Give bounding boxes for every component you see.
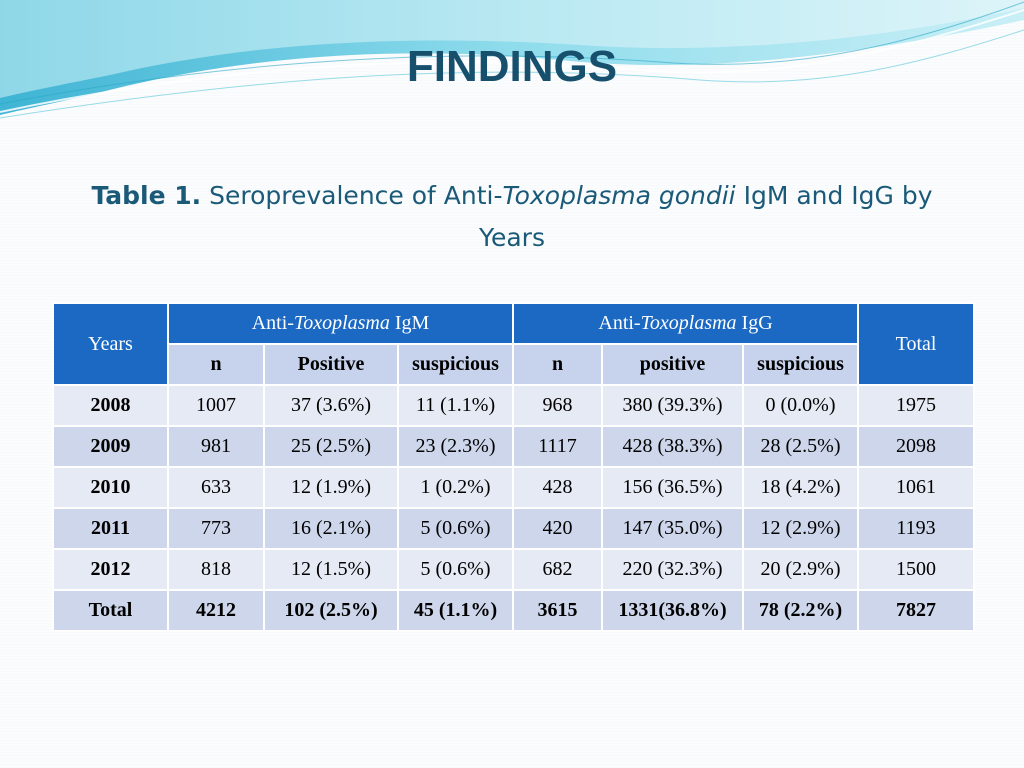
header-igm-group: Anti-Toxoplasma IgM [167, 302, 514, 345]
igm-n-cell: 773 [167, 507, 265, 550]
header-igm-italic: Toxoplasma [293, 312, 390, 334]
total-igg-suspicious: 78 (2.2%) [741, 589, 860, 632]
subheader-igm-positive: Positive [263, 343, 399, 386]
header-wave-decoration [0, 0, 1024, 119]
subheader-igg-positive: positive [601, 343, 744, 386]
igm-n-cell: 1007 [167, 384, 265, 427]
subheader-igg-suspicious: suspicious [741, 343, 860, 386]
header-igg-italic: Toxoplasma [640, 312, 737, 334]
igm-suspicious-cell: 1 (0.2%) [397, 466, 514, 509]
igg-positive-cell: 147 (35.0%) [601, 507, 744, 550]
igm-suspicious-cell: 23 (2.3%) [397, 425, 514, 468]
table-caption: Table 1. Seroprevalence of Anti-Toxoplas… [60, 175, 964, 259]
seroprevalence-table: Years Anti-Toxoplasma IgM Anti-Toxoplasm… [52, 302, 976, 632]
table-row: 2008 1007 37 (3.6%) 11 (1.1%) 968 380 (3… [52, 384, 976, 427]
header-igg-suffix: IgG [736, 312, 773, 334]
header-igm-prefix: Anti- [251, 312, 294, 334]
year-cell: 2008 [52, 384, 169, 427]
igm-n-cell: 981 [167, 425, 265, 468]
total-cell: 2098 [857, 425, 976, 468]
table-row: 2009 981 25 (2.5%) 23 (2.3%) 1117 428 (3… [52, 425, 976, 468]
total-row: Total 4212 102 (2.5%) 45 (1.1%) 3615 133… [52, 589, 976, 632]
igg-n-cell: 682 [512, 548, 603, 591]
slide-title: FINDINGS [406, 42, 618, 91]
subheader-igg-n: n [512, 343, 603, 386]
year-cell: 2010 [52, 466, 169, 509]
header-years: Years [52, 302, 169, 386]
igm-positive-cell: 25 (2.5%) [263, 425, 399, 468]
total-row-label: Total [52, 589, 169, 632]
igm-suspicious-cell: 11 (1.1%) [397, 384, 514, 427]
igm-positive-cell: 16 (2.1%) [263, 507, 399, 550]
igg-n-cell: 1117 [512, 425, 603, 468]
igg-positive-cell: 156 (36.5%) [601, 466, 744, 509]
igg-suspicious-cell: 12 (2.9%) [741, 507, 860, 550]
total-igg-positive: 1331(36.8%) [601, 589, 744, 632]
header-igg-prefix: Anti- [598, 312, 641, 334]
subheader-igm-suspicious: suspicious [397, 343, 514, 386]
igg-suspicious-cell: 0 (0.0%) [741, 384, 860, 427]
igg-n-cell: 420 [512, 507, 603, 550]
total-igm-positive: 102 (2.5%) [263, 589, 399, 632]
header-igg-group: Anti-Toxoplasma IgG [511, 302, 860, 345]
subheader-igm-n: n [167, 343, 265, 386]
total-igm-n: 4212 [167, 589, 265, 632]
igm-n-cell: 633 [167, 466, 265, 509]
header-igm-suffix: IgM [389, 312, 430, 334]
year-cell: 2009 [52, 425, 169, 468]
table-row: 2011 773 16 (2.1%) 5 (0.6%) 420 147 (35.… [52, 507, 976, 550]
total-cell: 1500 [857, 548, 976, 591]
igg-suspicious-cell: 18 (4.2%) [741, 466, 860, 509]
caption-text-after: IgM and IgG by Years [479, 181, 933, 252]
igm-n-cell: 818 [167, 548, 265, 591]
igm-suspicious-cell: 5 (0.6%) [397, 507, 514, 550]
caption-species: Toxoplasma gondii [502, 181, 736, 210]
header-total: Total [857, 302, 976, 386]
igm-positive-cell: 12 (1.9%) [263, 466, 399, 509]
igg-positive-cell: 220 (32.3%) [601, 548, 744, 591]
igg-positive-cell: 428 (38.3%) [601, 425, 744, 468]
igg-positive-cell: 380 (39.3%) [601, 384, 744, 427]
caption-text-before: Seroprevalence of Anti- [201, 181, 503, 210]
total-igg-n: 3615 [512, 589, 603, 632]
igm-suspicious-cell: 5 (0.6%) [397, 548, 514, 591]
igg-n-cell: 428 [512, 466, 603, 509]
grand-total: 7827 [857, 589, 976, 632]
year-cell: 2011 [52, 507, 169, 550]
total-cell: 1061 [857, 466, 976, 509]
year-cell: 2012 [52, 548, 169, 591]
igm-positive-cell: 37 (3.6%) [263, 384, 399, 427]
igm-positive-cell: 12 (1.5%) [263, 548, 399, 591]
table-row: 2012 818 12 (1.5%) 5 (0.6%) 682 220 (32.… [52, 548, 976, 591]
total-cell: 1975 [857, 384, 976, 427]
igg-n-cell: 968 [512, 384, 603, 427]
igg-suspicious-cell: 20 (2.9%) [741, 548, 860, 591]
caption-label: Table 1. [91, 181, 202, 210]
igg-suspicious-cell: 28 (2.5%) [741, 425, 860, 468]
total-cell: 1193 [857, 507, 976, 550]
total-igm-suspicious: 45 (1.1%) [397, 589, 514, 632]
table-row: 2010 633 12 (1.9%) 1 (0.2%) 428 156 (36.… [52, 466, 976, 509]
